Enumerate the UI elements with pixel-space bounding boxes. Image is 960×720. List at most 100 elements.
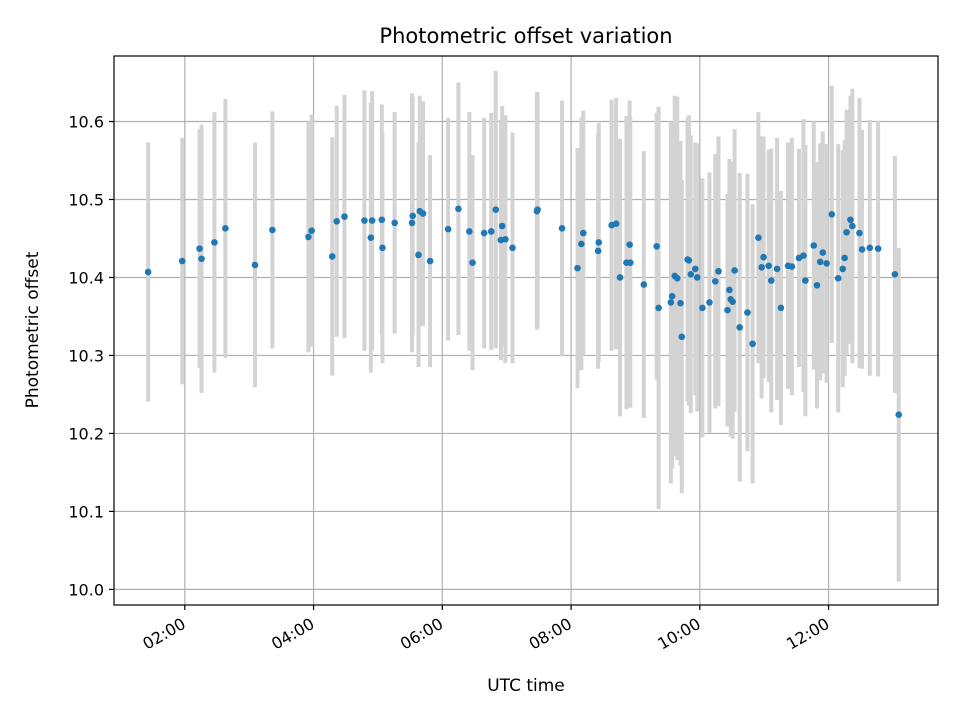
y-tick-label: 10.4 (68, 268, 104, 287)
data-point (419, 210, 427, 217)
data-point (841, 254, 848, 262)
data-point (409, 212, 417, 220)
data-point (444, 225, 452, 233)
data-point (729, 298, 736, 305)
data-point (874, 245, 882, 252)
data-point (502, 235, 509, 243)
data-point (706, 299, 713, 306)
data-point (378, 216, 386, 224)
data-point (367, 234, 375, 242)
data-point (765, 262, 772, 270)
data-point (211, 239, 218, 246)
data-point (687, 271, 695, 278)
data-point (685, 257, 693, 264)
y-tick-label: 10.6 (68, 113, 104, 132)
data-point (498, 222, 506, 230)
data-points (144, 205, 903, 419)
x-axis-title: UTC time (487, 676, 565, 696)
data-point (755, 234, 762, 242)
data-point (333, 218, 341, 225)
data-point (534, 206, 541, 213)
data-point (673, 274, 681, 282)
data-point (758, 264, 765, 271)
data-point (744, 309, 751, 316)
y-tick-label: 10.5 (68, 190, 104, 209)
data-point (834, 274, 842, 282)
data-point (788, 263, 796, 270)
data-point (640, 281, 648, 288)
data-point (308, 227, 315, 234)
data-point (198, 255, 205, 263)
data-point (819, 249, 827, 256)
data-point (469, 259, 476, 266)
data-point (731, 267, 738, 274)
data-point (361, 217, 368, 224)
data-point (843, 228, 850, 236)
data-point (178, 257, 186, 265)
data-point (828, 211, 836, 218)
y-axis-title: Photometric offset (23, 251, 43, 408)
data-point (692, 265, 699, 273)
data-point (856, 229, 863, 237)
y-tick-label: 10.2 (68, 424, 104, 443)
plot-frame (113, 55, 939, 606)
data-point (558, 225, 566, 232)
data-point (895, 411, 903, 419)
data-point (251, 261, 259, 269)
data-point (773, 265, 781, 273)
data-point (391, 219, 398, 227)
data-point (480, 229, 488, 237)
data-point (653, 242, 660, 250)
y-axis-ticks: 10.0 10.1 10.2 10.3 10.4 10.5 10.6 (68, 113, 114, 599)
data-point (368, 217, 376, 224)
data-point (749, 340, 756, 348)
data-point (579, 229, 587, 237)
data-point (328, 253, 336, 260)
data-point (305, 233, 312, 241)
data-point (667, 299, 675, 306)
data-point (655, 304, 662, 312)
data-point (677, 299, 684, 307)
data-point (693, 274, 701, 281)
data-point (767, 277, 775, 284)
data-point (858, 246, 866, 253)
data-point (595, 239, 603, 246)
data-point (847, 216, 854, 224)
data-point (777, 304, 785, 312)
data-point (711, 278, 719, 285)
data-point (626, 259, 634, 266)
data-point (736, 324, 744, 331)
data-point (760, 253, 767, 261)
data-point (724, 306, 731, 314)
data-point (715, 267, 722, 275)
data-point (426, 257, 434, 265)
data-point (802, 277, 809, 284)
data-point (678, 333, 686, 341)
data-point (415, 251, 422, 259)
data-point (466, 228, 473, 235)
data-point (612, 220, 620, 227)
data-point (509, 244, 516, 252)
data-point (866, 244, 874, 252)
data-point (726, 286, 733, 294)
data-point (616, 274, 624, 281)
data-point (222, 225, 229, 232)
y-tick-label: 10.3 (68, 346, 104, 365)
data-point (626, 241, 633, 249)
data-point (379, 244, 386, 252)
data-point (487, 228, 495, 235)
data-point (455, 205, 462, 213)
data-point (810, 242, 818, 249)
data-point (800, 252, 807, 259)
data-point (594, 247, 602, 255)
y-tick-label: 10.0 (68, 580, 104, 599)
data-point (823, 260, 830, 267)
data-point (269, 226, 276, 234)
data-point (144, 268, 152, 276)
chart-title: Photometric offset variation (379, 24, 672, 48)
data-point (574, 264, 581, 272)
data-point (668, 292, 676, 300)
data-point (839, 265, 847, 273)
data-point (341, 213, 348, 220)
